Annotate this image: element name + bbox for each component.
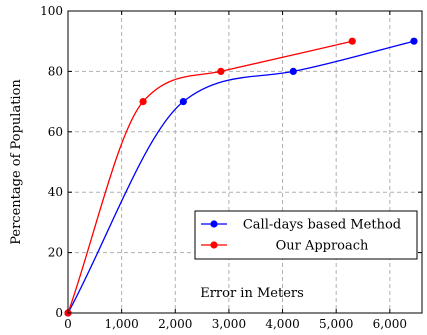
x-tick-label: 4,000 <box>265 317 299 331</box>
grid <box>68 11 422 313</box>
legend-items: Call-days based Method Our Approach <box>201 218 401 254</box>
x-tick-label: 5,000 <box>319 317 353 331</box>
data-point <box>217 67 225 75</box>
axes-frame <box>67 10 423 314</box>
series-2 <box>64 37 356 317</box>
y-tick-label: 40 <box>48 185 63 199</box>
data-point <box>289 67 297 75</box>
series-line <box>67 40 353 314</box>
series-line <box>67 40 415 314</box>
y-tick-label: 20 <box>48 246 63 260</box>
data-point <box>139 98 147 106</box>
y-axis-label: Percentage of Population <box>9 79 24 245</box>
y-tick-label: 0 <box>55 306 63 320</box>
x-tick-label: 6,000 <box>373 317 407 331</box>
x-tick-label: 1,000 <box>104 317 138 331</box>
data-point <box>179 98 187 106</box>
legend-marker <box>210 220 218 228</box>
x-axis-label: Error in Meters <box>200 286 304 301</box>
legend-label: Our Approach <box>276 239 369 254</box>
series-1 <box>64 37 418 317</box>
y-tick-label: 100 <box>40 4 63 18</box>
legend-item: Our Approach <box>201 239 369 254</box>
x-tick-label: 3,000 <box>212 317 246 331</box>
legend-label: Call-days based Method <box>243 218 401 233</box>
legend-item: Call-days based Method <box>201 218 401 233</box>
series-layer <box>64 37 418 317</box>
data-point <box>348 37 356 45</box>
y-tick-label: 80 <box>48 64 63 78</box>
x-tick-label: 2,000 <box>158 317 192 331</box>
y-tick-labels: 0 20 40 60 80 100 <box>40 4 63 320</box>
tick-marks <box>67 10 422 314</box>
data-point <box>410 37 418 45</box>
legend: Call-days based Method Our Approach <box>194 210 418 260</box>
y-tick-label: 60 <box>48 125 63 139</box>
x-tick-label: 0 <box>64 317 72 331</box>
x-tick-labels: 0 1,000 2,000 3,000 4,000 5,000 6,000 <box>64 317 407 331</box>
legend-box <box>194 210 418 260</box>
legend-marker <box>210 241 218 249</box>
